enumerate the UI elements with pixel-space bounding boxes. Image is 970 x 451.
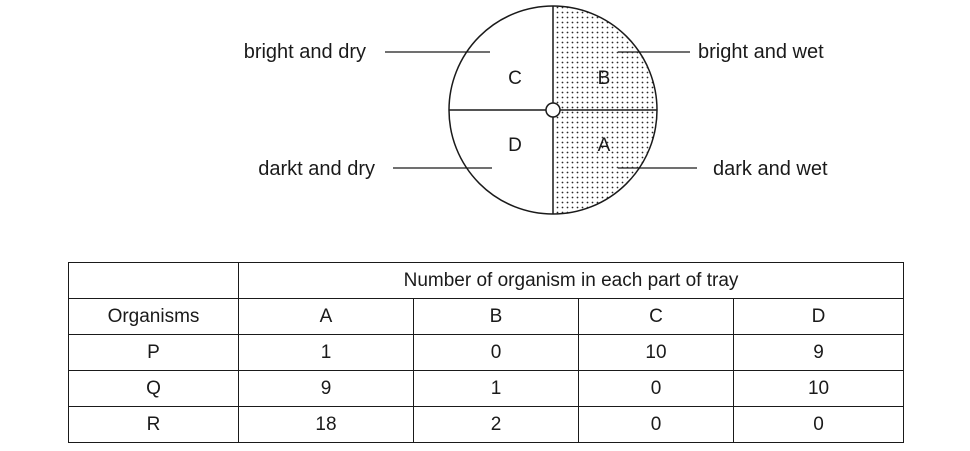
header-a: A: [238, 298, 414, 335]
table-cell: 0: [413, 334, 579, 371]
center-pivot: [545, 102, 561, 118]
table-cell: 18: [238, 406, 414, 443]
table-span-header: Number of organism in each part of tray: [237, 262, 905, 299]
label-bright-dry: bright and dry: [244, 41, 366, 63]
table-cell: Q: [68, 370, 239, 407]
table-cell: 2: [413, 406, 579, 443]
table-row: P 1 0 10 9: [68, 334, 905, 371]
table-row: R 18 2 0 0: [68, 406, 905, 443]
label-bright-wet: bright and wet: [698, 41, 824, 63]
table-cell: 0: [578, 370, 734, 407]
header-d: D: [732, 298, 905, 335]
table-row: Q 9 1 0 10: [68, 370, 905, 407]
table-cell: 0: [732, 406, 905, 443]
table-cell: P: [68, 334, 239, 371]
table-cell: 10: [732, 370, 905, 407]
section-d: D: [508, 135, 522, 156]
label-dark-dry: darkt and dry: [258, 158, 375, 180]
table-cell: R: [68, 406, 239, 443]
table-cell: 1: [413, 370, 579, 407]
label-dark-wet: dark and wet: [713, 158, 828, 180]
section-c: C: [508, 68, 522, 89]
header-organisms: Organisms: [68, 298, 239, 335]
tray-diagram: bright and dry bright and wet darkt and …: [244, 5, 828, 215]
organism-count-table: Number of organism in each part of tray …: [68, 262, 905, 443]
table-cell: 10: [578, 334, 734, 371]
section-b: B: [598, 68, 611, 89]
header-b: B: [413, 298, 579, 335]
table-header-row: Organisms A B C D: [68, 298, 905, 335]
table-cell: 1: [238, 334, 414, 371]
table-cell: 9: [732, 334, 905, 371]
section-a: A: [598, 135, 611, 156]
table-title-row: Number of organism in each part of tray: [68, 262, 905, 299]
header-c: C: [578, 298, 734, 335]
table-cell: 0: [578, 406, 734, 443]
table-corner-cell: [68, 262, 239, 299]
table-cell: 9: [238, 370, 414, 407]
